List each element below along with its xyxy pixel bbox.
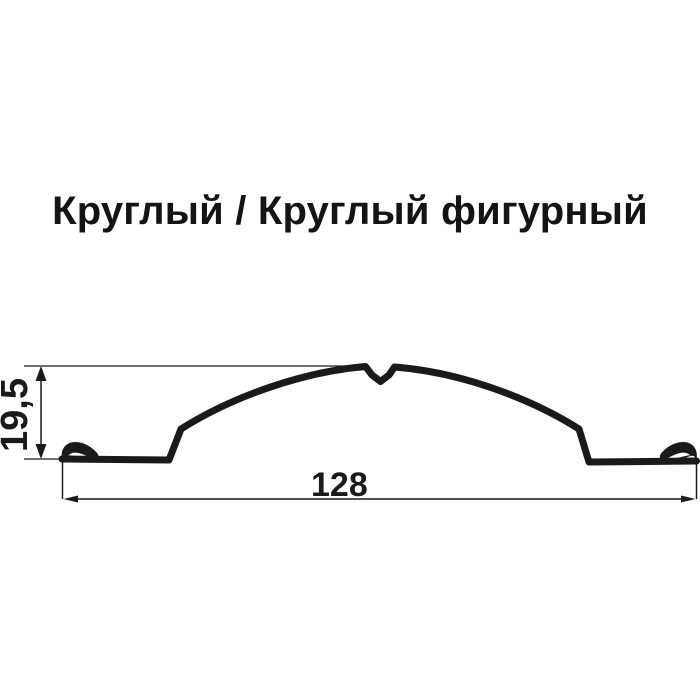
svg-text:19,5: 19,5 [0, 378, 36, 452]
